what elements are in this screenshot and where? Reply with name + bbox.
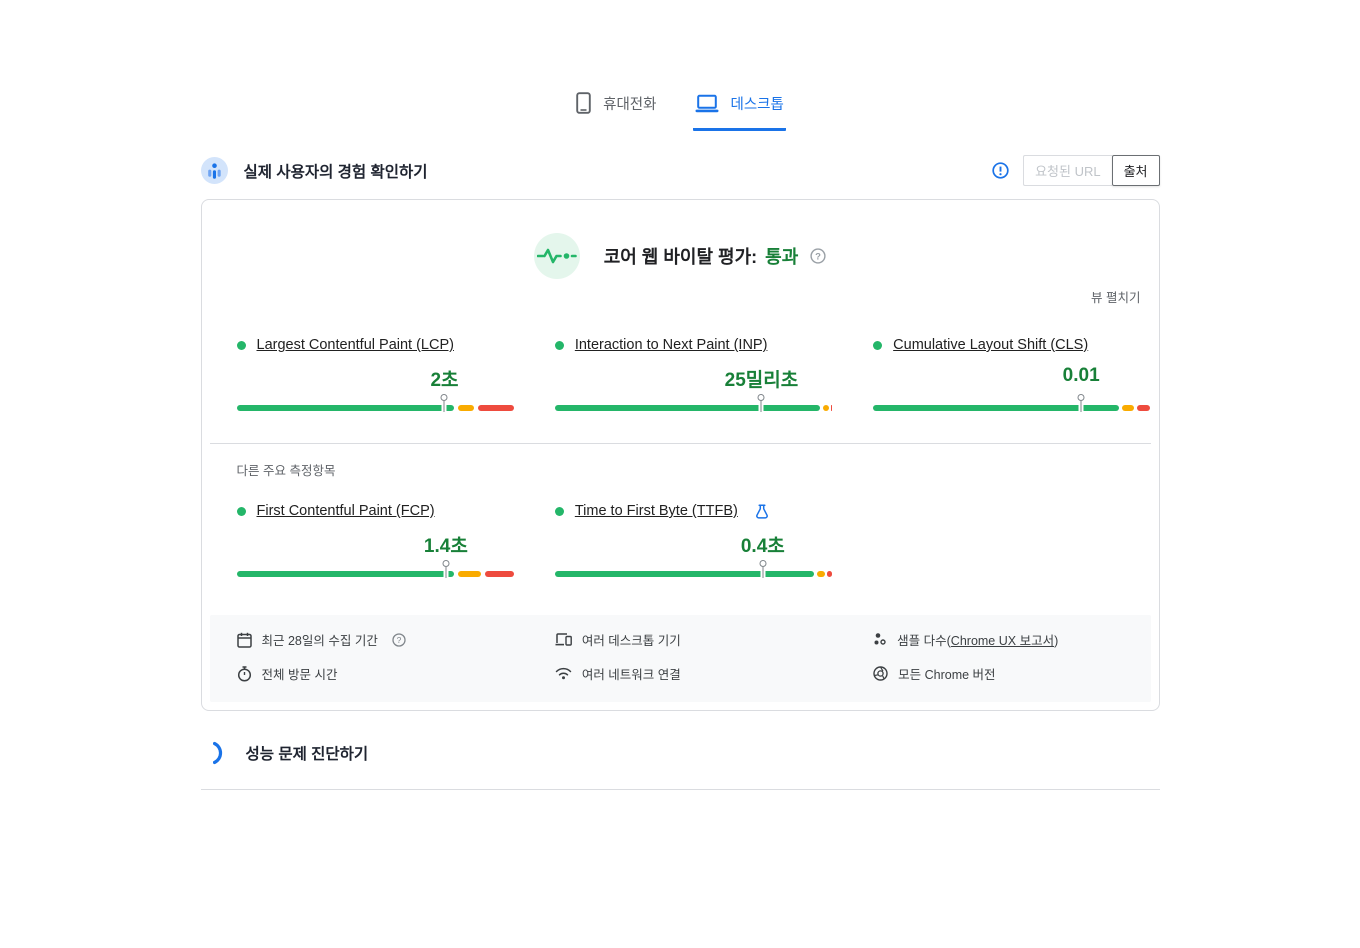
wifi-icon (555, 667, 572, 680)
pulse-icon (533, 233, 580, 279)
green-dot-icon (236, 506, 246, 516)
collection-period-row: 최근 28일의 수집 기간 ? (236, 630, 514, 649)
help-icon[interactable]: ? (392, 632, 406, 647)
origin-button[interactable]: 출처 (1111, 155, 1160, 186)
collection-period-text: 최근 28일의 수집 기간 (261, 634, 378, 648)
metric-ttfb: Time to First Byte (TTFB) 0.4초 (554, 503, 833, 578)
fcp-value: 1.4초 (423, 536, 468, 557)
metric-cls: Cumulative Layout Shift (CLS) 0.01 (873, 337, 1151, 412)
collection-col-3: 샘플 다수(Chrome UX 보고서) 모든 Chrome 버전 (873, 630, 1150, 683)
network-row: 여러 네트워크 연결 (555, 664, 832, 683)
secondary-metrics: First Contentful Paint (FCP) 1.4초 Time t… (236, 503, 1151, 578)
visit-durations-row: 전체 방문 시간 (237, 664, 514, 683)
ttfb-value: 0.4초 (740, 536, 785, 557)
inp-value: 25밀리초 (724, 370, 799, 391)
lcp-link[interactable]: Largest Contentful Paint (LCP) (256, 337, 454, 353)
network-text: 여러 네트워크 연결 (581, 668, 681, 682)
crux-report-link[interactable]: Chrome UX 보고서 (950, 634, 1055, 648)
cwv-assessment-header: 코어 웹 바이탈 평가: 통과 ? (202, 200, 1159, 279)
diagnose-section-header[interactable]: 성능 문제 진단하기 (212, 741, 1160, 765)
ttfb-link[interactable]: Time to First Byte (TTFB) (574, 503, 738, 519)
tab-mobile-label: 휴대전화 (603, 96, 657, 113)
url-origin-toggle: 요청된 URL 출처 (1023, 155, 1160, 186)
metric-fcp: First Contentful Paint (FCP) 1.4초 (236, 503, 514, 578)
main-content: 휴대전화 데스크톱 실제 사용자의 (200, 88, 1160, 790)
fcp-distribution-bar (236, 560, 514, 578)
lcp-distribution-bar (236, 394, 514, 412)
requested-url-button[interactable]: 요청된 URL (1023, 155, 1112, 186)
green-dot-icon (873, 340, 883, 350)
tab-desktop[interactable]: 데스크톱 (692, 88, 786, 131)
cwv-assessment-label: 코어 웹 바이탈 평가: (603, 247, 758, 267)
green-dot-icon (554, 340, 564, 350)
devices-text: 여러 데스크톱 기기 (581, 634, 681, 648)
cls-distribution-bar (873, 394, 1151, 412)
tab-desktop-label: 데스크톱 (730, 96, 784, 113)
inp-distribution-bar (554, 394, 833, 412)
lcp-value: 2초 (430, 370, 459, 391)
samples-row: 샘플 다수(Chrome UX 보고서) (873, 630, 1150, 649)
device-tabbar: 휴대전화 데스크톱 (201, 88, 1160, 131)
smartphone-icon (576, 92, 591, 114)
chrome-icon (873, 666, 888, 681)
core-web-vitals-card: 코어 웹 바이탈 평가: 통과 ? 뷰 펼치기 Largest Contentf… (200, 199, 1160, 711)
ttfb-distribution-bar (554, 560, 833, 578)
svg-text:?: ? (396, 635, 401, 645)
chrome-versions-text: 모든 Chrome 버전 (898, 668, 996, 682)
devices-icon (555, 632, 572, 647)
cls-value: 0.01 (1062, 365, 1100, 386)
metric-inp: Interaction to Next Paint (INP) 25밀리초 (554, 337, 833, 412)
info-icon[interactable] (992, 162, 1009, 179)
collection-info-strip: 최근 28일의 수집 기간 ? (209, 615, 1151, 702)
other-metrics-label: 다른 주요 측정항목 (236, 464, 336, 478)
metric-lcp: Largest Contentful Paint (LCP) 2초 (236, 337, 514, 412)
green-dot-icon (554, 506, 564, 516)
inp-link[interactable]: Interaction to Next Paint (INP) (574, 337, 768, 353)
collection-col-1: 최근 28일의 수집 기간 ? (236, 630, 514, 683)
field-data-header: 실제 사용자의 경험 확인하기 요청된 URL 출처 (200, 155, 1160, 186)
cwv-status-passed: 통과 (765, 247, 799, 267)
collection-col-2: 여러 데스크톱 기기 여러 네트워크 연결 (555, 630, 832, 683)
bottom-divider (200, 789, 1160, 790)
samples-text: 샘플 다수(Chrome UX 보고서) (897, 634, 1059, 648)
page-title: 실제 사용자의 경험 확인하기 (243, 163, 428, 181)
stopwatch-icon (237, 665, 252, 682)
field-data-icon (200, 157, 228, 184)
cls-link[interactable]: Cumulative Layout Shift (CLS) (893, 337, 1089, 353)
fcp-link[interactable]: First Contentful Paint (FCP) (256, 503, 435, 519)
visit-durations-text: 전체 방문 시간 (261, 668, 338, 682)
experimental-flask-icon (755, 503, 769, 519)
metric-empty-slot (873, 503, 1150, 577)
chrome-versions-row: 모든 Chrome 버전 (873, 664, 1150, 683)
gauge-icon (212, 741, 226, 765)
svg-text:?: ? (815, 251, 821, 262)
metrics-divider (209, 443, 1151, 444)
help-icon[interactable]: ? (810, 248, 826, 264)
primary-metrics: Largest Contentful Paint (LCP) 2초 Intera… (236, 337, 1151, 412)
diagnose-title: 성능 문제 진단하기 (245, 746, 369, 763)
expand-view-link[interactable]: 뷰 펼치기 (1091, 291, 1141, 305)
green-dot-icon (236, 340, 246, 350)
samples-icon (873, 632, 887, 647)
devices-row: 여러 데스크톱 기기 (555, 630, 832, 649)
laptop-icon (695, 94, 719, 113)
tab-mobile[interactable]: 휴대전화 (574, 88, 658, 131)
calendar-icon (236, 632, 252, 648)
